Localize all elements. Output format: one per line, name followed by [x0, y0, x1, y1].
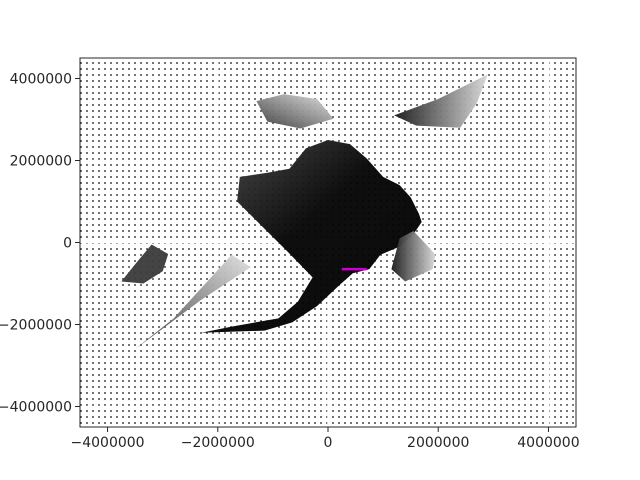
y-tick-label: −4000000 [0, 400, 72, 416]
y-tick-label: −2000000 [0, 318, 72, 334]
y-tick-label: 2000000 [10, 154, 72, 170]
y-tick-label: 0 [63, 236, 72, 252]
x-axis: −4000000 −2000000 0 2000000 4000000 [71, 427, 580, 451]
heatmap-regions [121, 74, 488, 350]
region-western-island [121, 244, 169, 284]
region-northern-landmass [256, 94, 334, 129]
x-tick-label: 4000000 [517, 435, 579, 451]
region-northeast-landmass [394, 74, 488, 128]
region-eastern-arm [391, 231, 436, 282]
x-tick-label: 0 [324, 435, 333, 451]
region-southwest-arm [135, 254, 251, 350]
x-tick-label: −2000000 [181, 435, 255, 451]
x-tick-label: −4000000 [71, 435, 145, 451]
y-axis: 4000000 2000000 0 −2000000 −4000000 [0, 72, 80, 416]
region-main-landmass [201, 140, 422, 333]
x-tick-label: 2000000 [407, 435, 469, 451]
y-tick-label: 4000000 [10, 72, 72, 88]
